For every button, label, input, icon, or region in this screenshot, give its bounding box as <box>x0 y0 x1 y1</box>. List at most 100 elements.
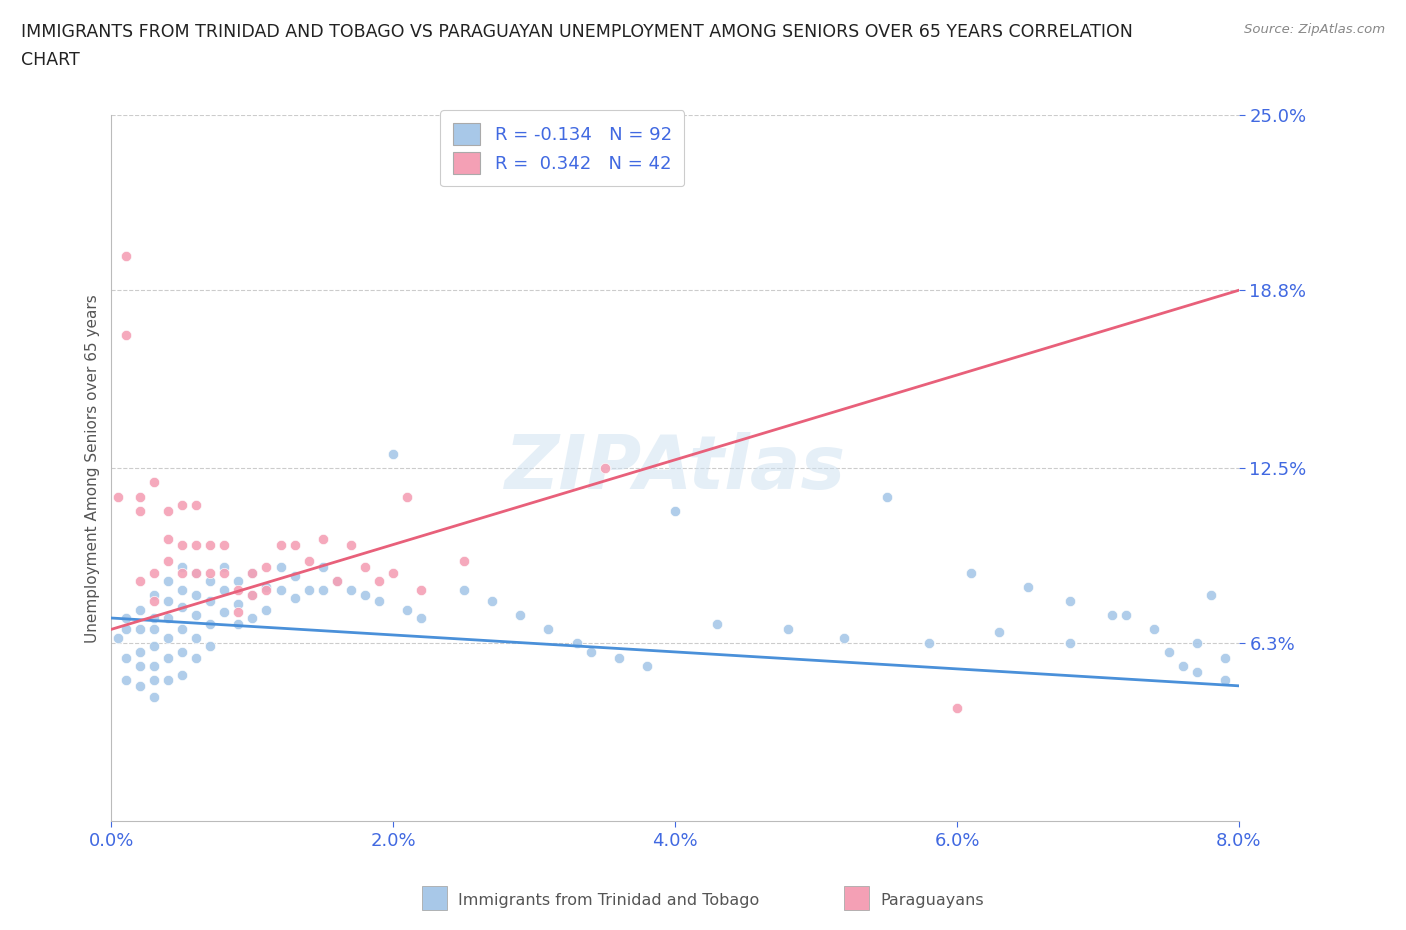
Point <box>382 446 405 461</box>
Point <box>156 650 179 665</box>
Point <box>184 607 207 622</box>
Text: Paraguayans: Paraguayans <box>880 893 984 908</box>
Point <box>184 565 207 580</box>
Point <box>946 701 969 716</box>
Point <box>114 650 136 665</box>
Point <box>1143 622 1166 637</box>
Point <box>212 565 235 580</box>
Point <box>128 489 150 504</box>
Point <box>270 582 292 597</box>
Point <box>142 475 165 490</box>
Point <box>579 644 602 659</box>
Point <box>128 678 150 693</box>
Point <box>509 607 531 622</box>
Point <box>411 611 433 626</box>
Point <box>284 538 307 552</box>
Point <box>240 588 263 603</box>
Point <box>537 622 560 637</box>
Text: ZIPAtlas: ZIPAtlas <box>505 432 846 505</box>
Point <box>326 574 349 589</box>
Point <box>834 631 856 645</box>
Point <box>128 503 150 518</box>
Text: Source: ZipAtlas.com: Source: ZipAtlas.com <box>1244 23 1385 36</box>
Point <box>240 588 263 603</box>
Point <box>240 565 263 580</box>
Point <box>184 631 207 645</box>
Point <box>326 574 349 589</box>
Point <box>212 582 235 597</box>
Point <box>256 579 278 594</box>
Point <box>382 565 405 580</box>
Point <box>170 667 193 682</box>
Point <box>396 602 419 617</box>
Point <box>184 588 207 603</box>
Point <box>142 611 165 626</box>
Point <box>212 538 235 552</box>
Point <box>453 554 475 569</box>
Point <box>270 538 292 552</box>
Point <box>226 617 249 631</box>
Point <box>184 650 207 665</box>
Point <box>284 568 307 583</box>
Point <box>156 672 179 687</box>
Point <box>170 538 193 552</box>
Point <box>212 560 235 575</box>
Point <box>1199 588 1222 603</box>
Legend: R = -0.134   N = 92, R =  0.342   N = 42: R = -0.134 N = 92, R = 0.342 N = 42 <box>440 110 685 186</box>
Point <box>170 565 193 580</box>
Point <box>198 565 221 580</box>
Point <box>114 328 136 343</box>
Point <box>226 582 249 597</box>
Point <box>1157 644 1180 659</box>
Point <box>368 574 391 589</box>
Point <box>156 554 179 569</box>
Point <box>312 582 335 597</box>
Point <box>114 249 136 264</box>
Point <box>114 622 136 637</box>
Point <box>142 588 165 603</box>
Point <box>142 658 165 673</box>
Point <box>142 672 165 687</box>
Point <box>960 565 983 580</box>
Text: Immigrants from Trinidad and Tobago: Immigrants from Trinidad and Tobago <box>458 893 759 908</box>
Point <box>128 658 150 673</box>
Point <box>298 554 321 569</box>
Point <box>156 593 179 608</box>
Point <box>312 531 335 546</box>
Point <box>156 574 179 589</box>
Point <box>1101 607 1123 622</box>
Point <box>256 582 278 597</box>
Point <box>918 636 941 651</box>
Point <box>354 560 377 575</box>
Point <box>142 639 165 654</box>
Point <box>411 582 433 597</box>
Point <box>198 593 221 608</box>
Point <box>170 560 193 575</box>
Text: CHART: CHART <box>21 51 80 69</box>
Point <box>988 625 1011 640</box>
Point <box>368 593 391 608</box>
Point <box>142 593 165 608</box>
Point <box>240 565 263 580</box>
Point <box>170 644 193 659</box>
Point <box>876 489 898 504</box>
Point <box>198 639 221 654</box>
Point <box>298 582 321 597</box>
Point <box>184 538 207 552</box>
Point <box>170 498 193 512</box>
Point <box>240 611 263 626</box>
Point <box>340 582 363 597</box>
Point <box>776 622 799 637</box>
Point <box>226 596 249 611</box>
Point <box>607 650 630 665</box>
Point <box>114 672 136 687</box>
Point <box>198 617 221 631</box>
Point <box>170 582 193 597</box>
Point <box>1115 607 1137 622</box>
Point <box>1213 672 1236 687</box>
Point <box>198 538 221 552</box>
Point <box>156 631 179 645</box>
Point <box>128 622 150 637</box>
Point <box>170 599 193 614</box>
Point <box>664 503 686 518</box>
